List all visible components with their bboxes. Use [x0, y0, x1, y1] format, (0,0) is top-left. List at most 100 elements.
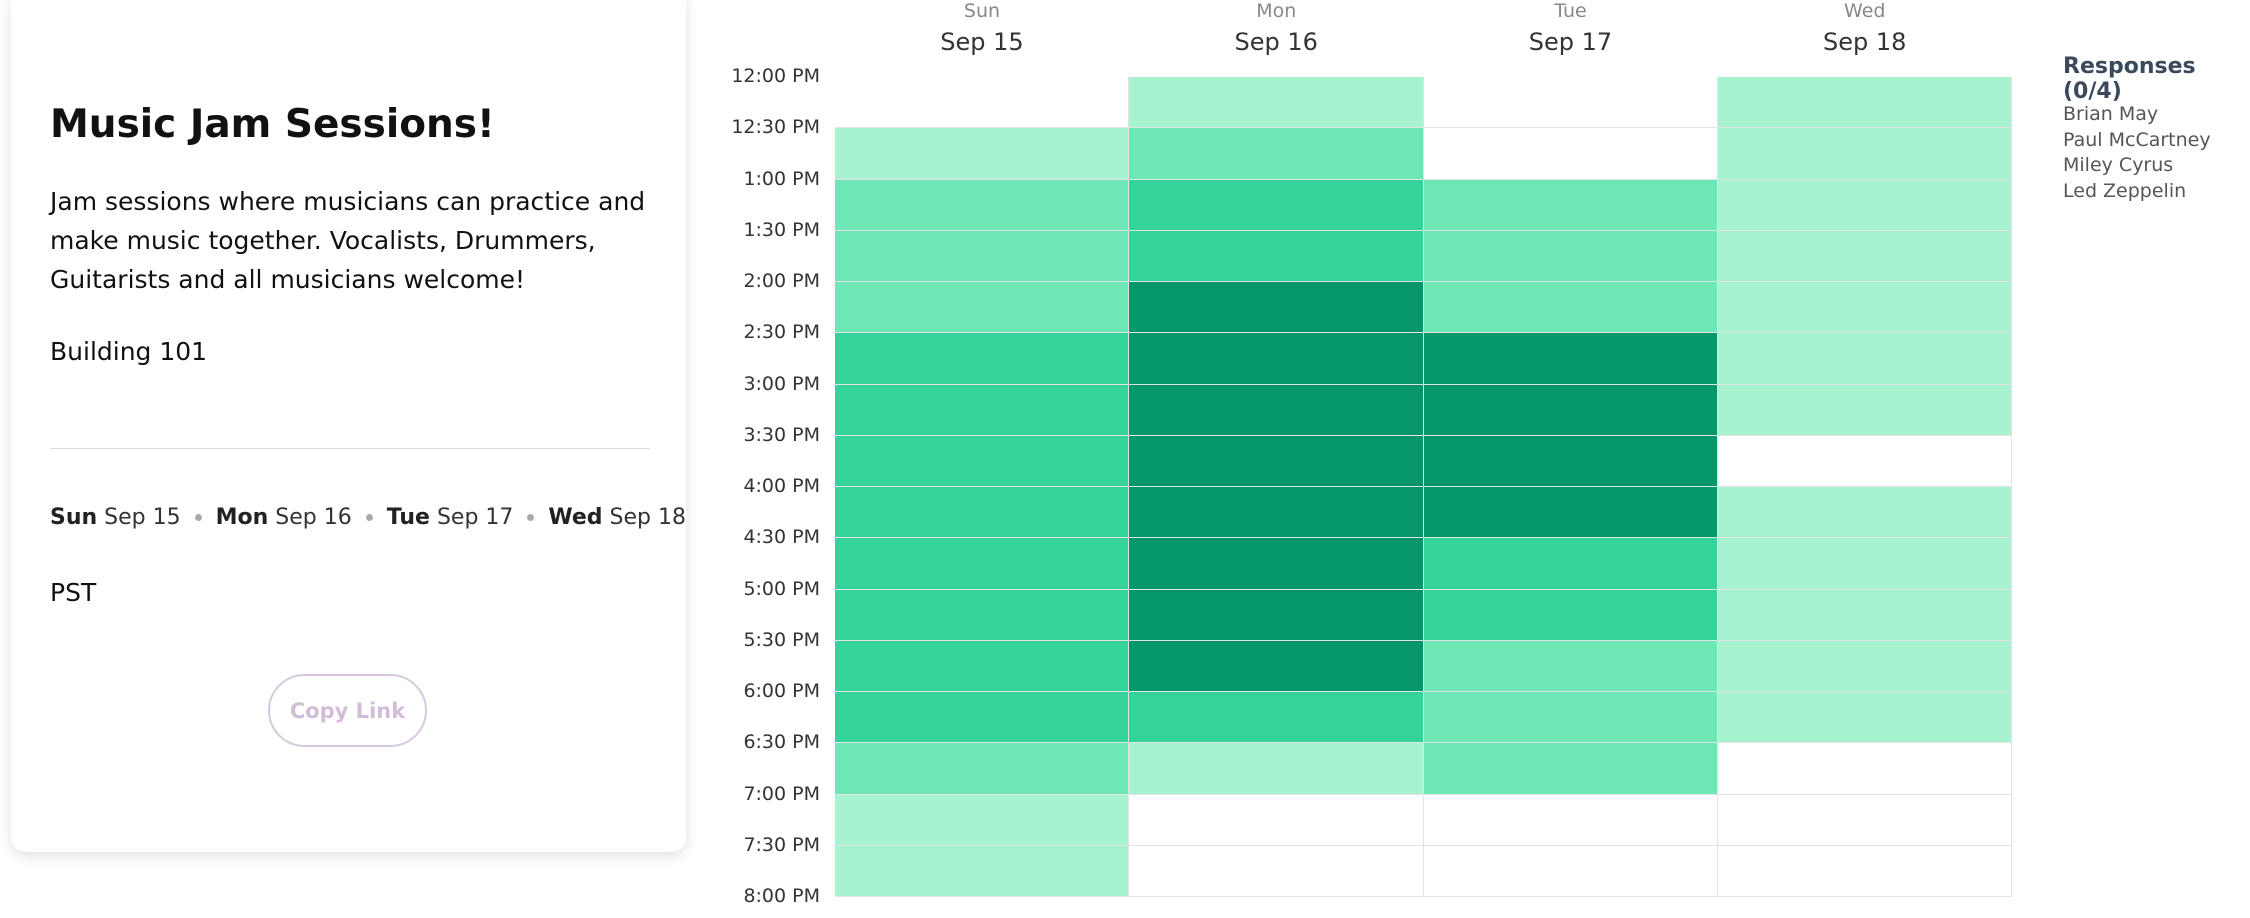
time-label: 8:00 PM	[743, 885, 820, 907]
availability-cell	[1129, 230, 1424, 282]
availability-cell	[1423, 743, 1718, 795]
time-label: 6:00 PM	[743, 680, 820, 702]
availability-cell	[835, 845, 1130, 897]
availability-cell	[1423, 589, 1718, 641]
availability-cell	[1423, 794, 1718, 846]
availability-cell	[1423, 384, 1718, 436]
availability-cell	[1717, 128, 2012, 180]
availability-cell	[1717, 282, 2012, 334]
availability-cell	[835, 794, 1130, 846]
event-dates: Sun Sep 15 Mon Sep 16 Tue Sep 17 Wed Sep 18	[50, 505, 686, 530]
event-title: Music Jam Sessions!	[50, 102, 495, 147]
availability-cell	[1717, 640, 2012, 692]
availability-cell	[835, 743, 1130, 795]
availability-cell	[1129, 692, 1424, 744]
time-label: 6:30 PM	[743, 731, 820, 754]
grid	[835, 77, 2012, 897]
availability-cell	[1129, 487, 1424, 539]
availability-cell	[1717, 230, 2012, 282]
availability-cell	[1423, 77, 1718, 129]
availability-cell	[835, 640, 1130, 692]
time-label: 5:00 PM	[743, 577, 820, 600]
day-date: Sep 15	[940, 28, 1024, 56]
availability-cell	[835, 538, 1130, 590]
event-card: Music Jam Sessions! Jam sessions where m…	[11, 0, 686, 852]
availability-cell	[1717, 333, 2012, 385]
time-label: 1:00 PM	[743, 167, 820, 190]
availability-cell	[835, 333, 1130, 385]
availability-cell	[1423, 692, 1718, 744]
date: Sep 18	[609, 505, 686, 530]
respondent: Miley Cyrus	[2063, 154, 2174, 177]
availability-cell	[1423, 487, 1718, 539]
time-label: 4:00 PM	[743, 475, 820, 497]
time-label: 2:30 PM	[743, 321, 820, 344]
weekday: Tue	[386, 505, 430, 530]
availability-cell	[1423, 538, 1718, 590]
availability-cell	[1717, 845, 2012, 897]
availability-cell	[1717, 692, 2012, 744]
separator	[527, 514, 535, 521]
event-description: Jam sessions where musicians can practic…	[50, 187, 646, 294]
time-label: 1:30 PM	[743, 218, 820, 241]
day-name: Wed	[1844, 0, 1886, 22]
time-label: 7:00 PM	[743, 782, 820, 805]
separator	[365, 514, 373, 521]
availability-cell	[1423, 845, 1718, 897]
availability-cell	[835, 435, 1130, 487]
availability-cell	[835, 487, 1130, 539]
availability-cell	[1423, 333, 1718, 385]
availability-cell	[835, 230, 1130, 282]
day-date: Sep 17	[1528, 28, 1613, 56]
copy-link-button[interactable]: Copy Link	[268, 674, 427, 747]
availability-cell	[1717, 487, 2012, 539]
day-name: Sun	[963, 0, 1001, 22]
availability-cell	[835, 77, 1130, 129]
respondent: Paul McCartney	[2063, 128, 2211, 151]
time-label: 12:30 PM	[731, 116, 820, 139]
availability-cell	[1129, 794, 1424, 846]
availability-cell	[1129, 589, 1424, 641]
time-label: 4:30 PM	[743, 526, 820, 549]
date: Sep 16	[275, 505, 352, 530]
time-label: 12:00 PM	[731, 65, 820, 87]
availability-cell	[1423, 282, 1718, 334]
date: Sep 15	[104, 505, 181, 530]
availability-cell	[1129, 743, 1424, 795]
event-location: Building 101	[50, 337, 208, 366]
availability-cell	[1717, 77, 2012, 129]
respondent: Brian May	[2063, 103, 2159, 125]
separator	[194, 514, 202, 521]
availability-cell	[1717, 589, 2012, 641]
day-date: Sep 18	[1823, 28, 1907, 56]
availability-cell	[1423, 435, 1718, 487]
availability-cell	[1717, 384, 2012, 436]
time-label: 7:30 PM	[743, 833, 820, 856]
day-date: Sep 16	[1234, 28, 1318, 56]
availability-cell	[1423, 230, 1718, 282]
availability-cell	[1129, 128, 1424, 180]
availability-cell	[1129, 179, 1424, 231]
availability-cell	[1129, 640, 1424, 692]
day-name: Tue	[1554, 0, 1587, 22]
availability-cell	[1423, 640, 1718, 692]
availability-cell	[1129, 282, 1424, 334]
responses-list: Brian May Paul McCartney Miley Cyrus Led Ze…	[2063, 102, 2211, 205]
divider	[50, 448, 650, 449]
availability-cell	[1717, 794, 2012, 846]
availability-cell	[1717, 538, 2012, 590]
availability-cell	[1423, 128, 1718, 180]
availability-cell	[1129, 384, 1424, 436]
respondent: Led Zeppelin	[2063, 180, 2187, 203]
weekday: Mon	[215, 505, 269, 530]
availability-cell	[1129, 77, 1424, 129]
availability-cell	[1717, 435, 2012, 487]
time-label: 5:30 PM	[743, 628, 820, 651]
timezone: PST	[50, 578, 97, 607]
day-name: Mon	[1256, 0, 1297, 22]
availability-cell	[1129, 845, 1424, 897]
availability-cell	[1129, 435, 1424, 487]
availability-cell	[1129, 538, 1424, 590]
availability-cell	[835, 589, 1130, 641]
